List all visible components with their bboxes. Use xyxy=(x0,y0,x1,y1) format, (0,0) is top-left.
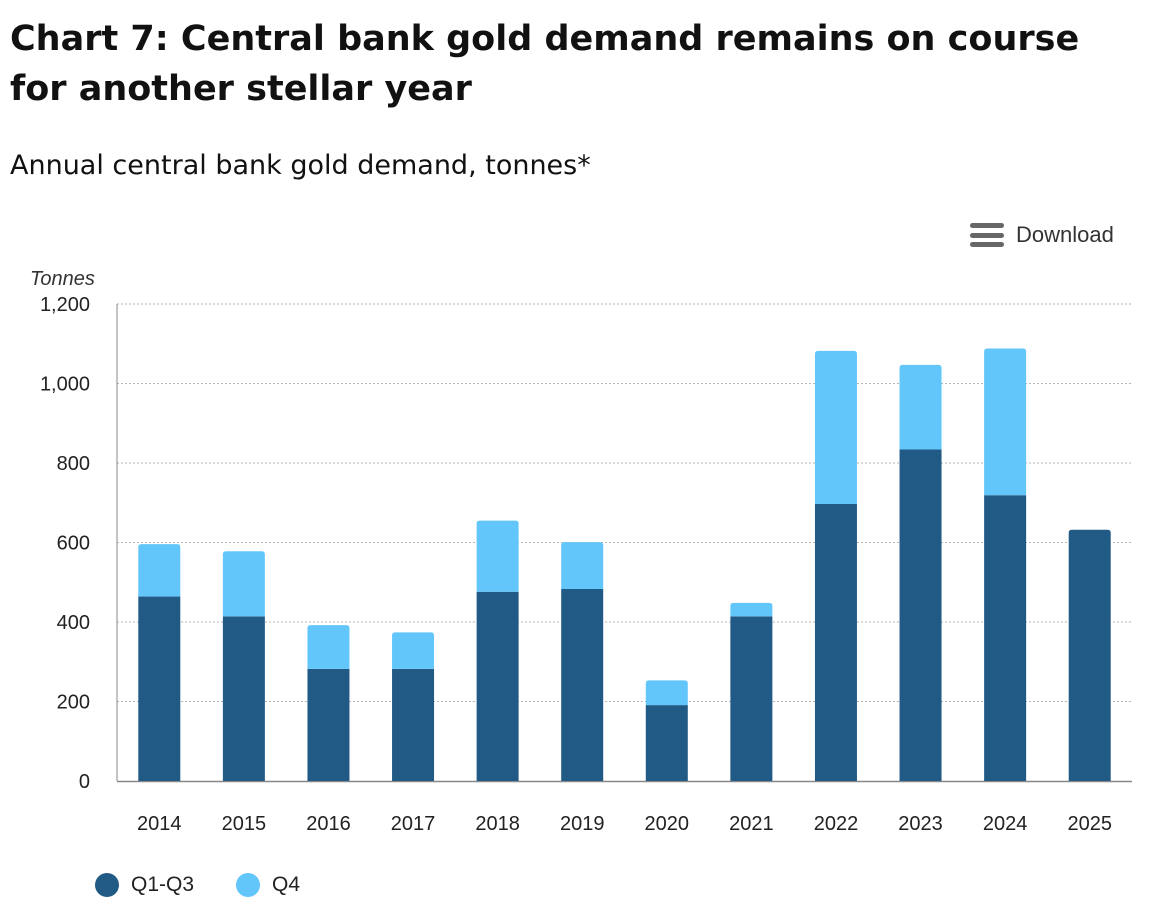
bar-q1-q3-2017 xyxy=(392,668,435,781)
bar-q4-2016 xyxy=(307,625,350,669)
bar-q1-q3-2016 xyxy=(307,668,350,781)
bar-q4-2023 xyxy=(899,364,942,450)
bar-chart: Tonnes 0 200 400 600 800 1,000 1,200 2014 2015 201… xyxy=(30,268,1132,835)
bar-q1-q3-2024 xyxy=(984,495,1027,781)
legend-item-q1-q3[interactable]: Q1-Q3 xyxy=(95,873,194,897)
x-tick-label-2019: 2019 xyxy=(560,813,605,835)
y-tick-label-800: 800 xyxy=(57,453,90,475)
legend-label-q4: Q4 xyxy=(272,873,301,896)
y-tick-label-400: 400 xyxy=(57,612,90,634)
x-tick-label-2024: 2024 xyxy=(983,813,1028,835)
menu-icon xyxy=(970,221,1004,249)
legend-item-q4[interactable]: Q4 xyxy=(236,873,300,897)
bar-q1-q3-2018 xyxy=(476,591,519,781)
bar-q1-q3-2025 xyxy=(1068,529,1111,781)
bar-q1-q3-2022 xyxy=(814,503,857,781)
x-tick-label-2015: 2015 xyxy=(222,813,267,835)
bar-q1-q3-2023 xyxy=(899,449,942,781)
x-tick-label-2023: 2023 xyxy=(898,813,943,835)
y-tick-label-1200: 1,200 xyxy=(40,294,90,316)
legend-marker-q1-q3 xyxy=(95,873,119,897)
legend-marker-q4 xyxy=(236,873,261,897)
bar-q4-2020 xyxy=(645,680,688,706)
bar-q4-2022 xyxy=(814,350,857,504)
bar-q4-2017 xyxy=(392,632,435,669)
chart-title: Chart 7: Central bank gold demand remain… xyxy=(10,19,1080,109)
y-tick-label-600: 600 xyxy=(57,533,90,555)
bar-q1-q3-2014 xyxy=(138,596,181,781)
bar-q4-2019 xyxy=(561,542,604,590)
x-tick-label-2017: 2017 xyxy=(391,813,436,835)
y-tick-label-0: 0 xyxy=(79,771,90,793)
y-axis-label: Tonnes xyxy=(30,268,95,290)
x-tick-label-2020: 2020 xyxy=(645,813,690,835)
x-tick-label-2022: 2022 xyxy=(814,813,859,835)
x-tick-label-2025: 2025 xyxy=(1067,813,1112,835)
x-tick-label-2018: 2018 xyxy=(475,813,520,835)
chart-legend: Q1-Q3 Q4 xyxy=(95,873,342,897)
x-tick-label-2016: 2016 xyxy=(306,813,351,835)
x-tick-label-2021: 2021 xyxy=(729,813,774,835)
bar-q1-q3-2015 xyxy=(222,616,265,781)
bar-q1-q3-2020 xyxy=(645,705,688,781)
bar-q1-q3-2021 xyxy=(730,616,773,781)
bar-q4-2024 xyxy=(984,348,1027,496)
bar-q4-2015 xyxy=(222,551,265,617)
chart-subtitle: Annual central bank gold demand, tonnes* xyxy=(10,150,591,181)
bar-q1-q3-2019 xyxy=(561,589,604,781)
download-label: Download xyxy=(1016,222,1114,247)
y-tick-label-200: 200 xyxy=(57,692,90,714)
bar-q4-2014 xyxy=(138,544,181,597)
bar-q4-2021 xyxy=(730,602,773,617)
x-tick-label-2014: 2014 xyxy=(137,813,182,835)
y-tick-label-1000: 1,000 xyxy=(40,374,90,396)
download-button[interactable]: Download xyxy=(970,221,1114,249)
bar-q4-2018 xyxy=(476,520,519,592)
legend-label-q1-q3: Q1-Q3 xyxy=(131,873,195,896)
